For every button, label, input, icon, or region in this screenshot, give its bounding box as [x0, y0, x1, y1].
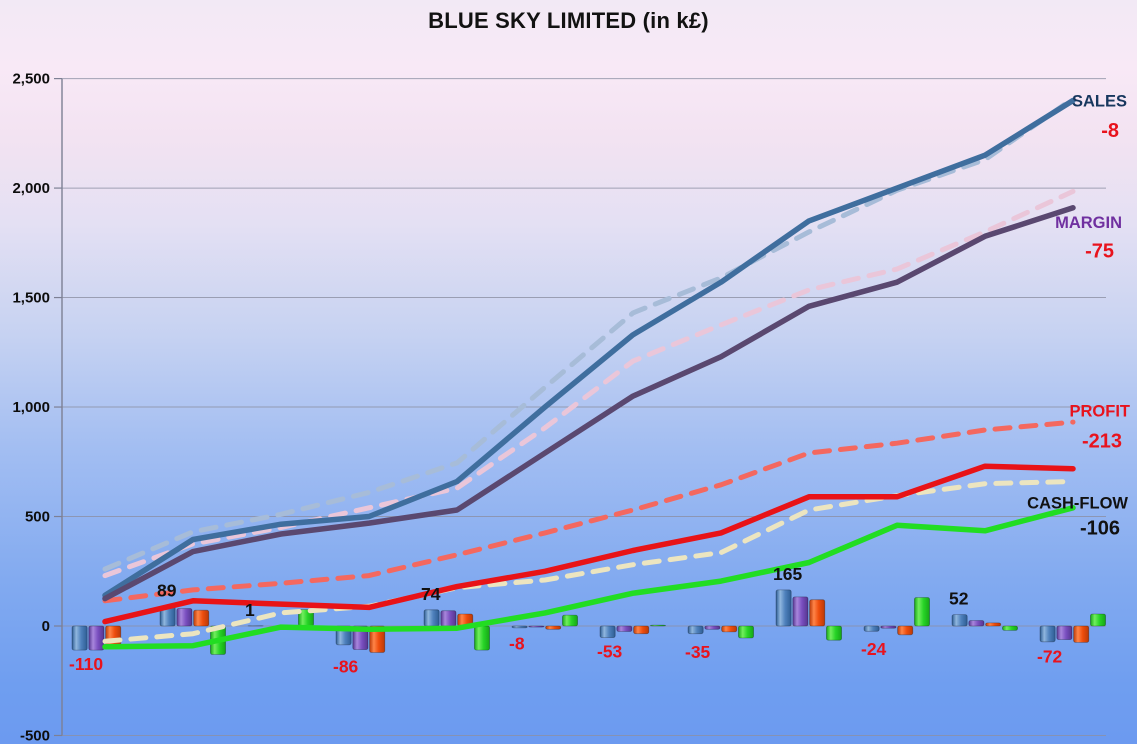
profit-actual-line	[102, 463, 1076, 625]
sales-variance-bar	[775, 589, 792, 627]
margin-variance-bar	[176, 608, 193, 627]
sales-variance-bar	[687, 625, 704, 635]
margin-variance-bar	[880, 625, 897, 629]
margin-variance-bar	[616, 625, 633, 632]
margin-variance-bar	[1056, 625, 1073, 641]
margin-actual-line	[102, 205, 1076, 602]
profit-variance-bar	[809, 599, 826, 627]
bar-value-label: 1	[245, 600, 255, 620]
profit-variance-bar	[985, 622, 1002, 627]
y-axis-tick-label: 2,500	[12, 71, 50, 88]
bar-value-label: 52	[949, 589, 969, 609]
cashflow-budget-line	[102, 479, 1076, 644]
cashflow-variance-bar	[473, 625, 490, 651]
profit-variance-bar	[545, 625, 562, 630]
sales-series-label: SALES	[1072, 93, 1127, 111]
margin-variance-bar	[88, 625, 105, 651]
margin-variance-bar	[968, 620, 985, 627]
lines	[102, 96, 1076, 650]
cashflow-variance-bar	[650, 624, 667, 627]
cashflow-variance-bar	[1002, 625, 1019, 631]
sales-variance-bar	[423, 609, 440, 627]
profit-variance-bar	[633, 625, 650, 635]
sales-variance-bar	[511, 625, 528, 629]
cashflow-variance-bar	[562, 614, 579, 627]
sales-variance-bar	[863, 625, 880, 632]
bar-value-label: 165	[773, 564, 802, 584]
profit-variance-bar	[369, 625, 386, 653]
y-axis-tick-label: 0	[42, 618, 50, 635]
bar-value-label: -8	[509, 633, 525, 653]
y-axis-tick-label: -500	[20, 727, 50, 744]
cashflow-variance-bar	[914, 597, 931, 627]
margin-series-label: MARGIN	[1055, 214, 1122, 232]
margin-variance-bar	[440, 610, 457, 627]
profit-series-label: PROFIT	[1070, 402, 1131, 420]
bar-value-label: -110	[69, 654, 103, 674]
margin-variance-bar	[704, 625, 721, 630]
sales-variance-bar	[599, 625, 616, 639]
sales-variance-value: -8	[1101, 120, 1119, 142]
margin-variance-bar	[528, 625, 545, 628]
sales-budget-line	[102, 96, 1076, 572]
profit-variance-value: -213	[1082, 430, 1122, 452]
cashflow-variance-value: -106	[1080, 518, 1120, 540]
profit-variance-bar	[897, 625, 914, 636]
bar-value-label: -86	[333, 657, 359, 677]
bar-value-labels: -110 89 1 -86 74 -8 -53 -35 165 -24 52 -72	[69, 564, 1063, 677]
bar-value-label: -53	[597, 642, 623, 662]
sales-variance-bar	[951, 614, 968, 627]
bar-value-label: 74	[421, 584, 441, 604]
margin-budget-line	[102, 188, 1076, 579]
sales-variance-bar	[71, 625, 88, 651]
gridlines: 2,500 2,000 1,500 1,000 500 0 -500	[12, 71, 1106, 744]
y-axis-tick-label: 1,500	[12, 290, 50, 307]
margin-variance-bar	[792, 596, 809, 627]
y-axis-tick-label: 500	[25, 509, 50, 526]
series-end-labels: SALES -8 MARGIN -75 PROFIT -213 CASH-FLOW -106	[1027, 93, 1130, 540]
cashflow-variance-bar	[826, 625, 843, 641]
profit-variance-bar	[1073, 625, 1090, 643]
profit-budget-line	[102, 419, 1076, 604]
y-axis-tick-label: 2,000	[12, 180, 50, 197]
bar-value-label: -24	[861, 639, 887, 659]
cashflow-actual-line	[102, 505, 1076, 650]
sales-actual-line	[102, 97, 1076, 599]
sales-variance-bar	[1039, 625, 1056, 643]
bar-value-label: -72	[1037, 646, 1063, 666]
cashflow-variance-bar	[738, 625, 755, 639]
cashflow-series-label: CASH-FLOW	[1027, 495, 1128, 513]
margin-variance-value: -75	[1085, 241, 1114, 263]
profit-variance-bar	[193, 609, 210, 627]
chart-title: BLUE SKY LIMITED (in k£)	[428, 8, 709, 33]
cashflow-variance-bar	[1090, 613, 1107, 627]
y-axis-tick-label: 1,000	[12, 399, 50, 416]
bar-value-label: 89	[157, 581, 177, 601]
profit-variance-bar	[721, 625, 738, 633]
bar-value-label: -35	[685, 642, 711, 662]
